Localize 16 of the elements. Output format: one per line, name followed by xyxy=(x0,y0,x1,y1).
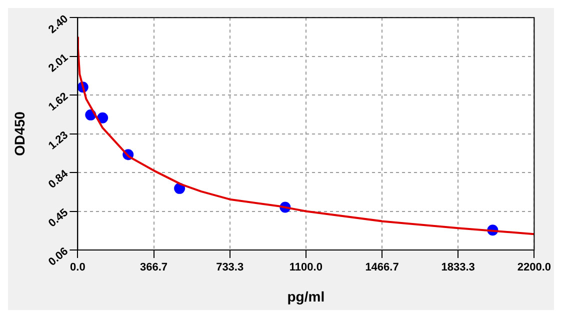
y-tick-label: 2.40 xyxy=(46,13,71,36)
x-tick-label: 1833.3 xyxy=(441,262,475,274)
y-tick-label: 0.84 xyxy=(46,167,72,191)
y-tick-label: 0.06 xyxy=(46,245,71,268)
y-tick-label: 0.45 xyxy=(46,206,71,230)
x-axis-title: pg/ml xyxy=(287,288,325,304)
x-tick-label: 0.0 xyxy=(70,262,86,274)
y-tick-label: 1.62 xyxy=(46,90,71,114)
x-tick-label: 1100.0 xyxy=(289,262,322,274)
x-tick-label: 2200.0 xyxy=(517,262,552,274)
y-tick-label: 1.23 xyxy=(46,129,71,152)
x-tick-label: 366.7 xyxy=(140,262,168,274)
x-tick-label: 733.3 xyxy=(216,262,244,274)
x-tick-label: 1466.7 xyxy=(365,262,399,274)
y-tick-label: 2.01 xyxy=(46,52,71,75)
y-axis-title: OD450 xyxy=(11,111,28,156)
